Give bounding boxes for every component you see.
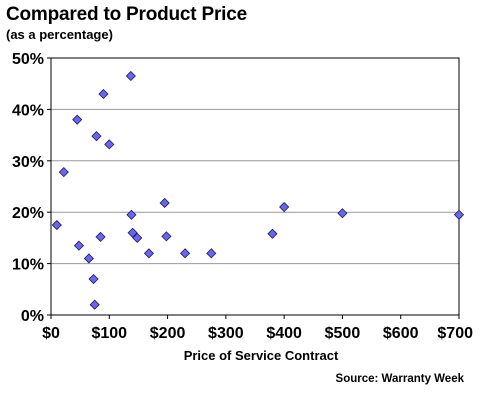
- x-axis-ticks: $0 $100 $200 $300 $400 $500 $600 $700: [42, 315, 473, 342]
- chart-subtitle: (as a percentage): [6, 27, 113, 42]
- data-point: [279, 201, 290, 213]
- data-point: [206, 248, 217, 259]
- data-point: [126, 209, 137, 220]
- y-axis-ticks: 0% 10% 20% 30% 40% 50%: [12, 51, 51, 325]
- data-point: [104, 139, 115, 150]
- y-tick-label: 30%: [12, 154, 44, 171]
- data-point: [453, 209, 465, 220]
- data-point: [72, 114, 83, 125]
- data-point: [73, 240, 85, 251]
- x-tick-label: $200: [150, 325, 186, 342]
- x-tick-label: $400: [266, 325, 302, 342]
- data-point: [89, 299, 100, 310]
- data-point: [95, 231, 106, 242]
- data-point: [161, 231, 172, 242]
- chart-title: Compared to Product Price: [6, 4, 247, 25]
- y-tick-label: 20%: [12, 205, 44, 222]
- x-tick-label: $0: [42, 325, 60, 342]
- data-point: [51, 219, 62, 231]
- y-tick-label: 40%: [12, 102, 44, 119]
- x-tick-label: $300: [208, 325, 244, 342]
- x-tick-label: $100: [91, 325, 127, 342]
- data-point: [159, 197, 170, 209]
- data-point: [127, 227, 138, 238]
- source-note: Source: Warranty Week: [335, 373, 464, 385]
- x-axis-label: Price of Service Contract: [184, 348, 339, 363]
- y-tick-label: 10%: [12, 257, 44, 274]
- data-point: [267, 228, 278, 239]
- data-point: [125, 70, 136, 82]
- data-point: [143, 248, 154, 259]
- plot-area: [50, 57, 460, 316]
- data-point: [91, 131, 102, 142]
- x-tick-label: $500: [325, 325, 361, 342]
- y-tick-label: 0%: [21, 308, 44, 325]
- data-point: [88, 273, 99, 285]
- data-point: [58, 167, 69, 178]
- x-tick-label: $700: [437, 325, 473, 342]
- data-points: [51, 70, 465, 310]
- grid-lines: [51, 57, 459, 316]
- data-point: [337, 208, 348, 219]
- data-point: [98, 88, 109, 100]
- data-point: [179, 248, 191, 259]
- x-tick-label: $600: [383, 325, 419, 342]
- y-tick-label: 50%: [12, 51, 44, 68]
- data-point: [132, 232, 143, 243]
- data-point: [83, 253, 94, 264]
